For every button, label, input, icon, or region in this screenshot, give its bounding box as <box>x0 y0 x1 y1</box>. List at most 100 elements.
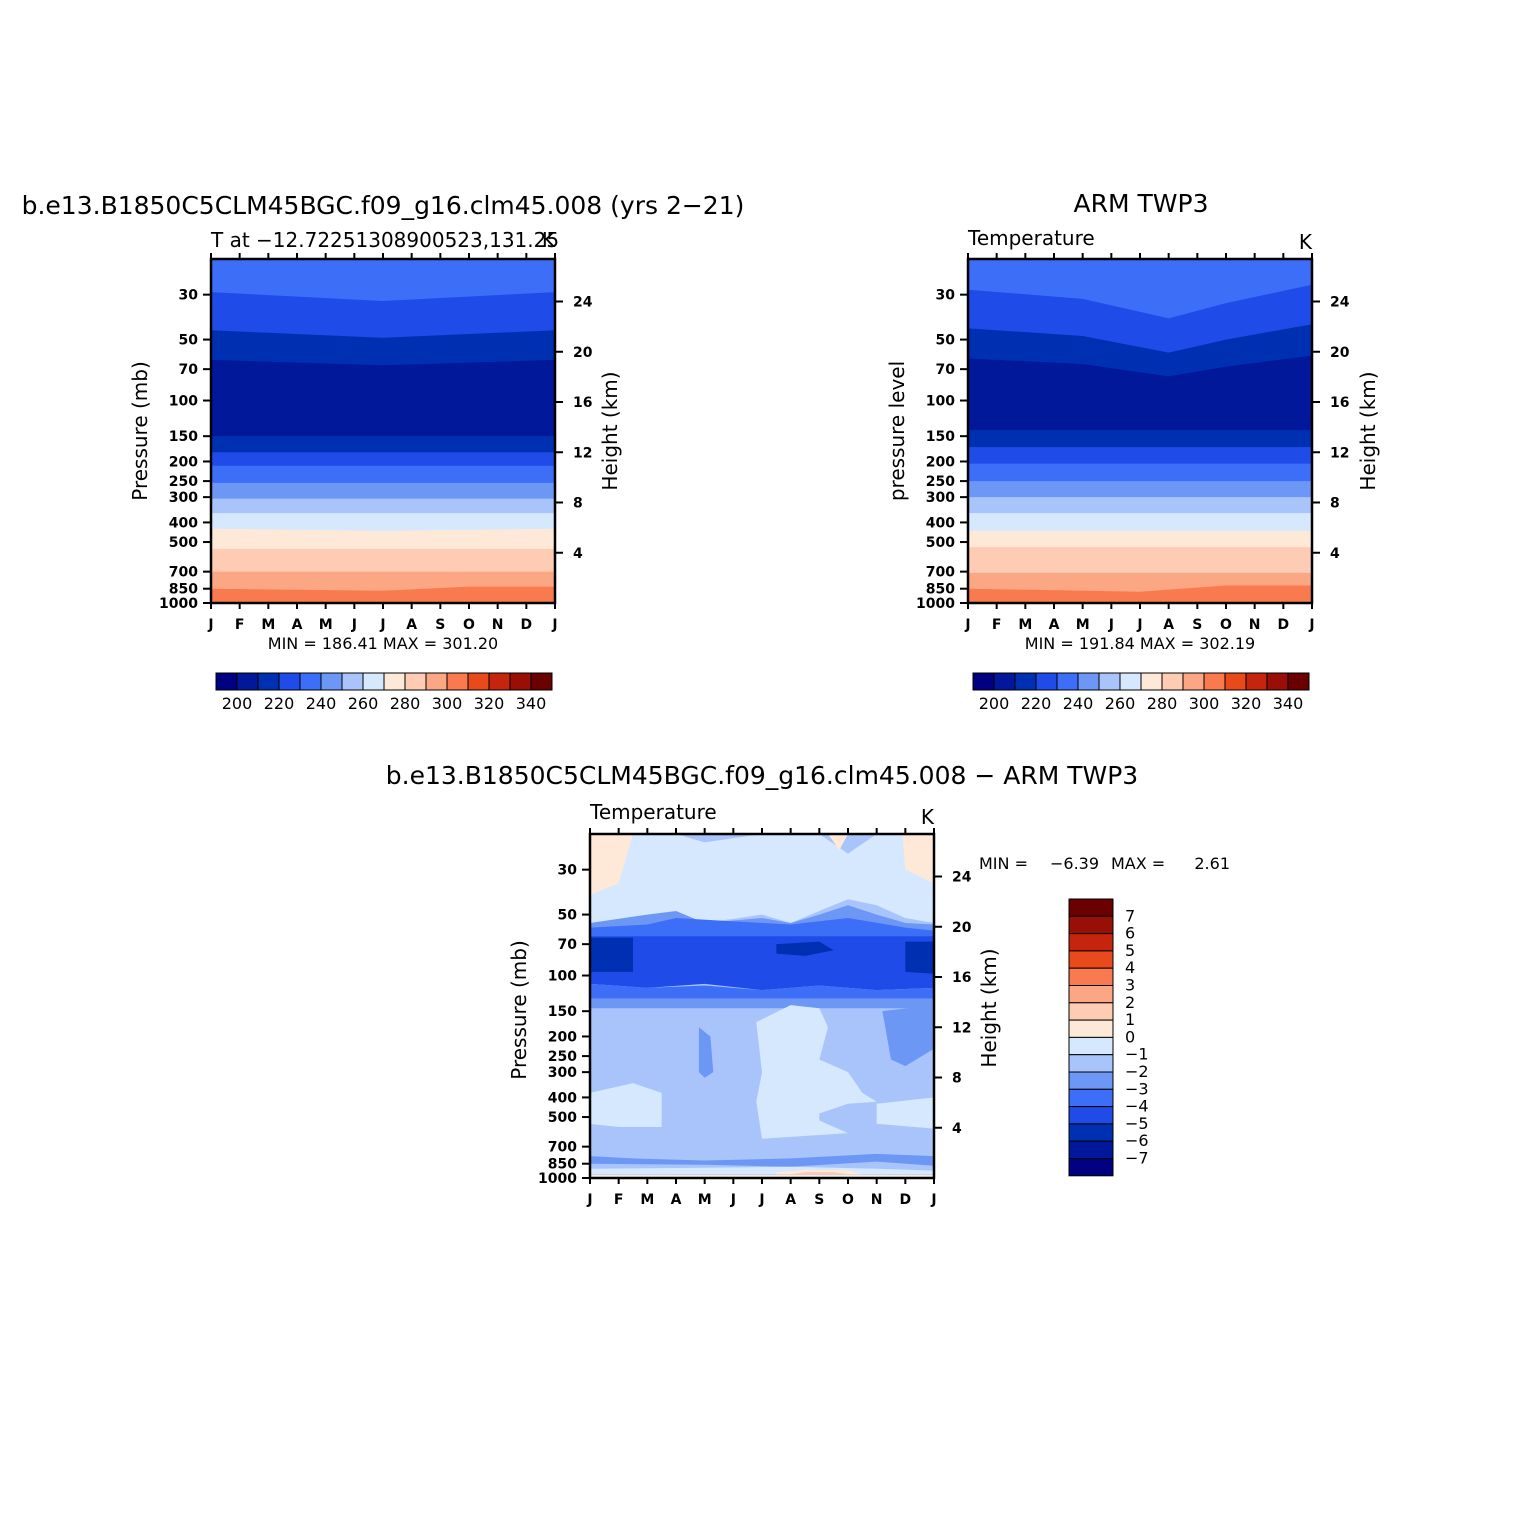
y-tick-label: 500 <box>169 535 198 551</box>
panel-obs-colorbar: 200 220 240 260 280 300 320 340 <box>972 672 1310 713</box>
colorbar-label: 340 <box>1273 694 1304 713</box>
x-tick-label: D <box>900 1192 912 1208</box>
y-tick-label: 150 <box>926 429 955 445</box>
y-right-tick-label: 12 <box>952 1020 971 1036</box>
x-tick-label: J <box>730 1192 736 1208</box>
y-right-tick-label: 4 <box>1330 546 1340 562</box>
y-tick-label: 70 <box>936 362 956 378</box>
panel-diff-ylabel: Pressure (mb) <box>507 940 531 1080</box>
y-tick-label: 30 <box>179 288 199 304</box>
contour-region <box>902 834 934 884</box>
colorbar-label: −3 <box>1125 1079 1149 1098</box>
panel-model: b.e13.B1850C5CLM45BGC.f09_g16.clm45.008 … <box>22 191 745 713</box>
x-tick-label: J <box>758 1192 764 1208</box>
panel-diff-units: K <box>921 805 935 829</box>
contour-region <box>590 1083 662 1128</box>
y-right-tick-label: 16 <box>573 395 592 411</box>
panel-model-ylabel: Pressure (mb) <box>128 361 152 501</box>
panel-diff: b.e13.B1850C5CLM45BGC.f09_g16.clm45.008 … <box>386 761 1230 1208</box>
y-tick-label: 300 <box>926 490 955 506</box>
colorbar-swatch <box>1068 1036 1114 1056</box>
colorbar-swatch <box>1077 672 1100 691</box>
x-tick-label: A <box>785 1192 796 1208</box>
y-tick-label: 70 <box>179 362 199 378</box>
y-tick-label: 100 <box>926 394 955 410</box>
y-tick-label: 50 <box>179 333 199 349</box>
y-tick-label: 250 <box>548 1049 577 1065</box>
colorbar-label: −5 <box>1125 1114 1149 1133</box>
x-tick-label: J <box>930 1192 936 1208</box>
x-tick-label: O <box>1220 617 1232 633</box>
colorbar-label: 240 <box>306 694 337 713</box>
x-tick-label: F <box>992 617 1002 633</box>
colorbar-swatch <box>1068 950 1114 969</box>
panel-obs-ylabel: pressure level <box>885 361 909 501</box>
y-tick-label: 100 <box>169 394 198 410</box>
contour-region <box>590 834 934 923</box>
contour-band-top <box>211 259 555 302</box>
contour-region <box>590 936 934 991</box>
contour-region <box>905 941 934 974</box>
x-tick-label: J <box>351 617 357 633</box>
x-tick-label: J <box>1108 617 1114 633</box>
colorbar-label: 220 <box>264 694 295 713</box>
colorbar-label: −1 <box>1125 1045 1149 1064</box>
panel-diff-plot <box>590 834 934 1178</box>
y-right-tick-label: 8 <box>1330 496 1340 512</box>
x-tick-label: A <box>671 1192 682 1208</box>
contour-region <box>590 834 633 895</box>
y-right-tick-label: 20 <box>573 345 593 361</box>
x-tick-label: S <box>1192 617 1202 633</box>
y-tick-label: 1000 <box>159 596 198 612</box>
y-tick-label: 70 <box>558 937 578 953</box>
colorbar-swatch <box>1035 672 1058 691</box>
x-tick-label: M <box>1018 617 1032 633</box>
panel-diff-max-label: MAX = <box>1111 854 1165 873</box>
colorbar-swatch <box>488 672 511 691</box>
colorbar-swatch <box>1068 967 1114 987</box>
colorbar-label: 340 <box>516 694 547 713</box>
panel-diff-max-value: 2.61 <box>1194 854 1230 873</box>
contour-region <box>698 1027 714 1078</box>
colorbar-swatch <box>1068 1158 1114 1177</box>
colorbar-label: 200 <box>979 694 1010 713</box>
contour-region <box>590 983 934 999</box>
colorbar-swatch <box>1068 898 1114 917</box>
panel-diff-subtitle: Temperature <box>589 800 717 824</box>
y-right-tick-label: 4 <box>573 546 583 562</box>
y-right-tick-label: 24 <box>573 295 593 311</box>
y-tick-label: 300 <box>548 1065 577 1081</box>
contour-region <box>590 937 633 972</box>
y-tick-label: 150 <box>548 1004 577 1020</box>
colorbar-swatch <box>509 672 532 691</box>
colorbar-swatch <box>1098 672 1121 691</box>
y-tick-label: 700 <box>169 565 198 581</box>
y-tick-label: 1000 <box>538 1171 577 1187</box>
colorbar-swatch <box>278 672 301 691</box>
colorbar-swatch <box>1224 672 1247 691</box>
y-tick-label: 700 <box>548 1140 577 1156</box>
colorbar-label: 240 <box>1063 694 1094 713</box>
x-tick-label: S <box>435 617 445 633</box>
colorbar-swatch <box>1182 672 1205 691</box>
panel-diff-axes: J F M A M J J A S O N D J305070100150200250300400500… <box>538 828 972 1208</box>
y-tick-label: 30 <box>558 863 578 879</box>
panel-obs-ylabel-right: Height (km) <box>1356 371 1380 490</box>
y-right-tick-label: 20 <box>952 920 972 936</box>
colorbar-swatch <box>1266 672 1289 691</box>
y-tick-label: 850 <box>169 582 198 598</box>
colorbar-swatch <box>341 672 364 691</box>
y-tick-label: 850 <box>926 582 955 598</box>
colorbar-swatch <box>1287 672 1310 691</box>
x-tick-label: J <box>379 617 385 633</box>
panel-model-axes: J F M A M J J A S O N D J305070100150200250300400500… <box>159 253 593 633</box>
colorbar-swatch <box>425 672 448 691</box>
y-right-tick-label: 24 <box>952 870 972 886</box>
y-right-tick-label: 8 <box>952 1071 962 1087</box>
y-tick-label: 200 <box>169 454 198 470</box>
colorbar-swatch <box>1203 672 1226 691</box>
y-tick-label: 850 <box>548 1157 577 1173</box>
colorbar-swatch <box>467 672 490 691</box>
y-tick-label: 500 <box>926 535 955 551</box>
